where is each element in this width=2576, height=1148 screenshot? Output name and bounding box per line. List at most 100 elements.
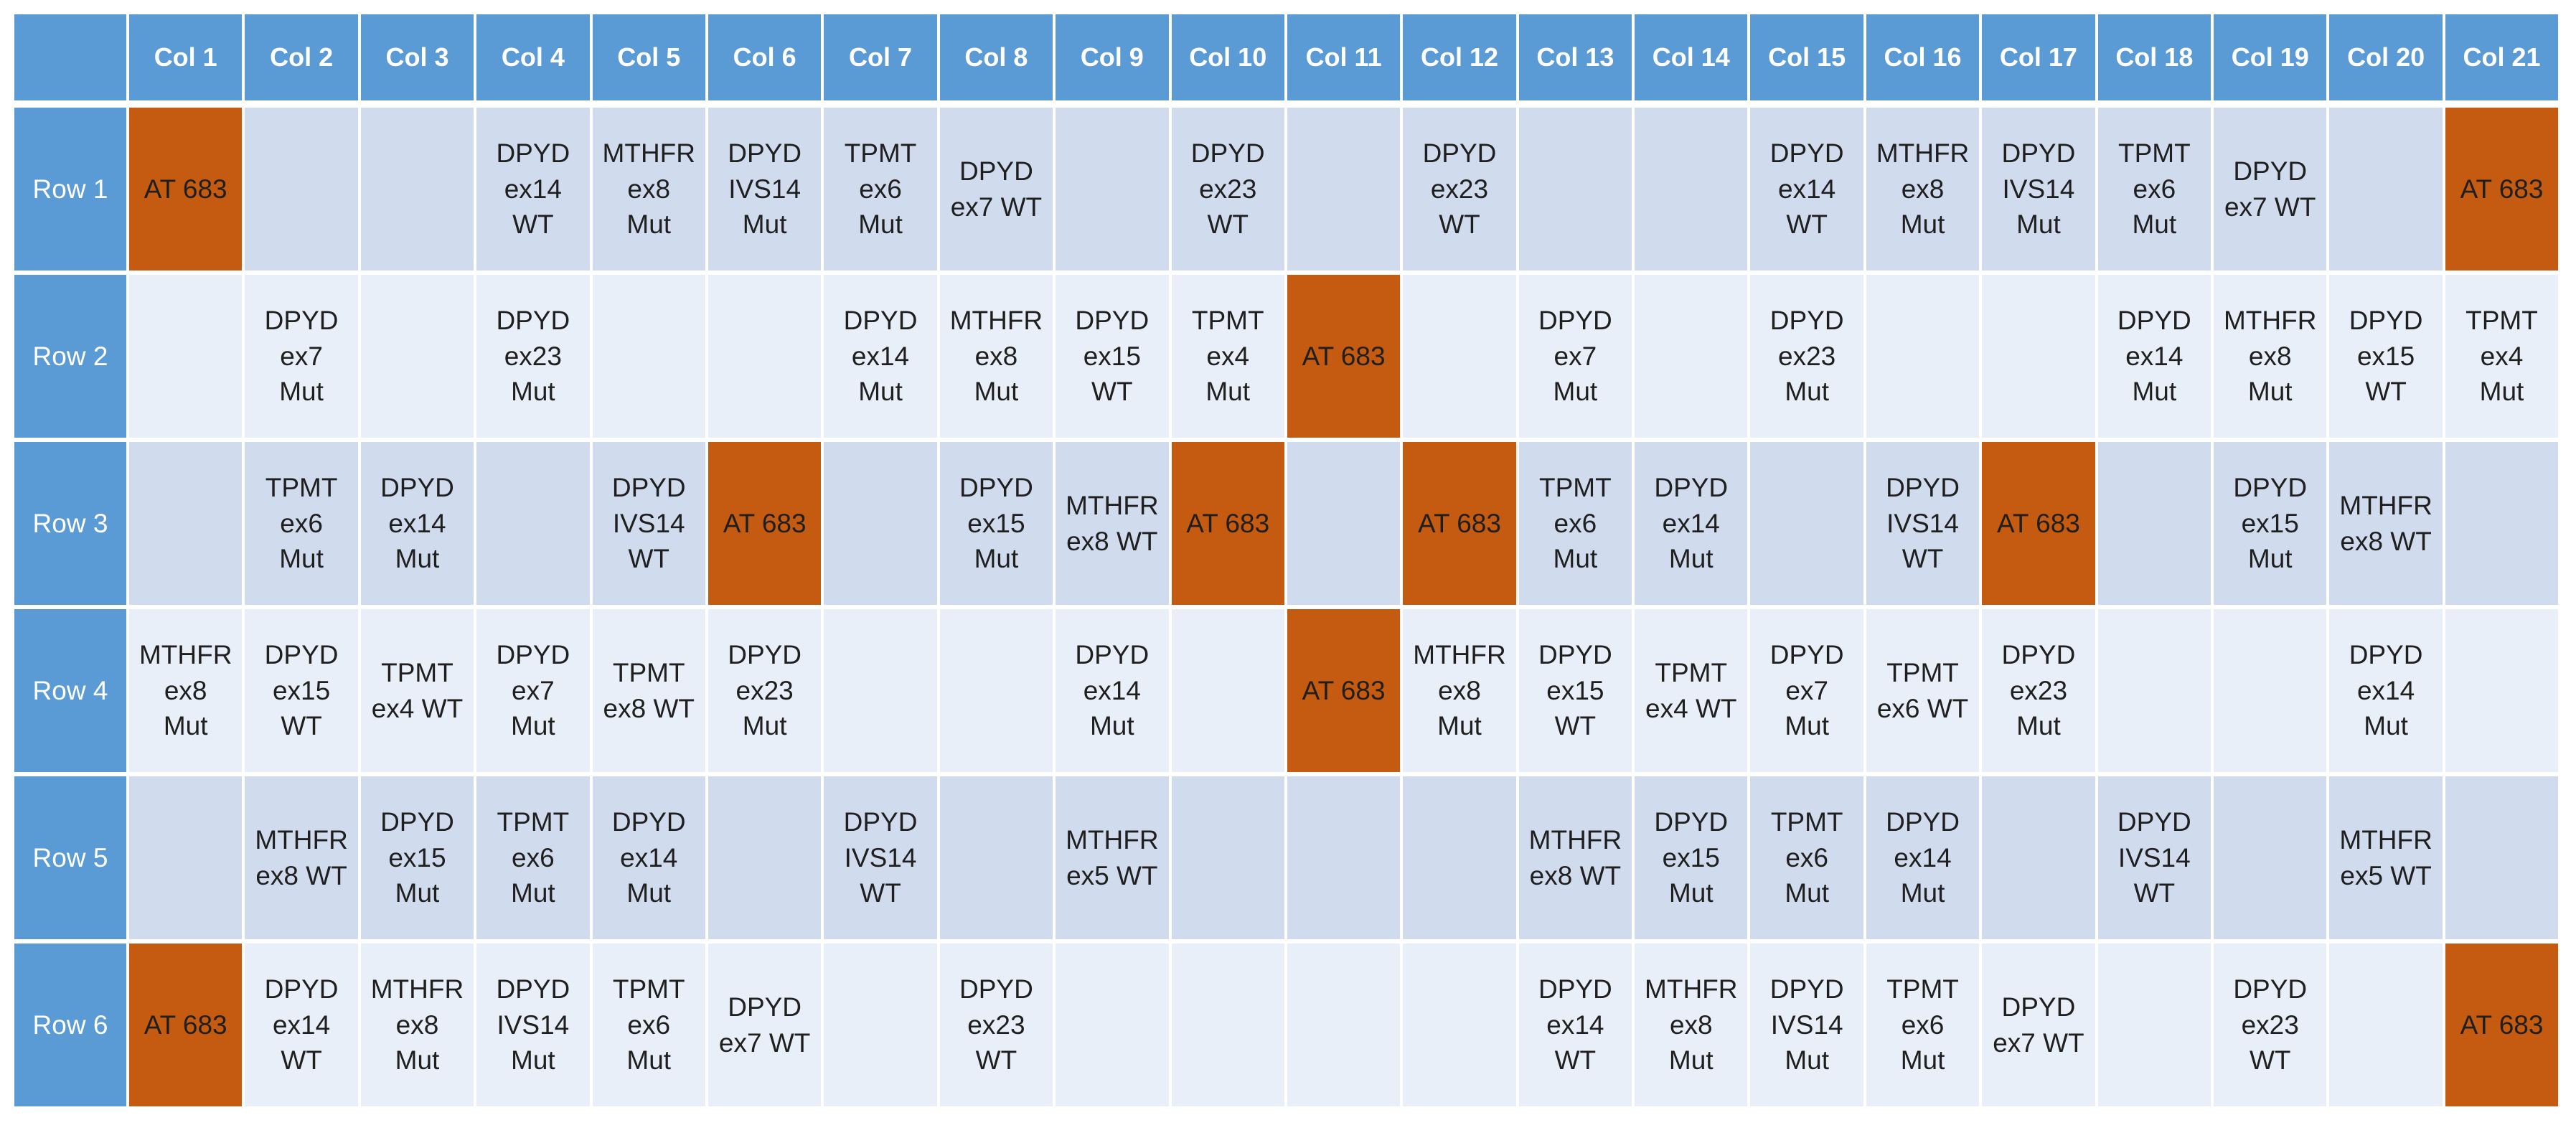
row-header: Row 3 (14, 442, 129, 609)
table-cell (824, 944, 940, 1111)
control-cell: AT 683 (1287, 609, 1404, 776)
table-cell (2445, 609, 2562, 776)
table-cell (360, 108, 477, 275)
table-cell: DPYD ex14 WT (1750, 108, 1866, 275)
column-header: Col 2 (245, 14, 361, 108)
table-cell (1287, 776, 1404, 944)
table-cell: TPMT ex4 Mut (2445, 275, 2562, 442)
column-header: Col 14 (1635, 14, 1751, 108)
table-cell: TPMT ex6 Mut (592, 944, 708, 1111)
table-cell: DPYD ex23 WT (1403, 108, 1519, 275)
table-cell: TPMT ex4 WT (360, 609, 477, 776)
table-cell (2445, 442, 2562, 609)
table-cell: DPYD ex15 WT (2329, 275, 2445, 442)
table-cell: DPYD ex14 Mut (1866, 776, 1983, 944)
column-header: Col 4 (476, 14, 593, 108)
table-cell: TPMT ex6 Mut (1518, 442, 1635, 609)
table-cell: DPYD ex15 Mut (939, 442, 1056, 609)
table-cell (708, 275, 824, 442)
column-header: Col 21 (2445, 14, 2562, 108)
table-cell: DPYD ex14 Mut (1056, 609, 1172, 776)
table-cell (2097, 442, 2214, 609)
table-cell: DPYD ex23 Mut (1750, 275, 1866, 442)
column-header: Col 8 (939, 14, 1056, 108)
table-cell (2329, 108, 2445, 275)
table-cell: MTHFR ex8 WT (1518, 776, 1635, 944)
corner-header-cell (14, 14, 129, 108)
table-cell: DPYD ex14 Mut (824, 275, 940, 442)
table-cell: TPMT ex4 WT (1635, 609, 1751, 776)
control-cell: AT 683 (2445, 944, 2562, 1111)
column-header: Col 18 (2097, 14, 2214, 108)
table-cell: DPYD ex7 Mut (1750, 609, 1866, 776)
column-header: Col 15 (1750, 14, 1866, 108)
table-cell: DPYD ex7 Mut (1518, 275, 1635, 442)
table-cell (939, 776, 1056, 944)
column-header: Col 13 (1518, 14, 1635, 108)
table-cell: TPMT ex6 Mut (476, 776, 593, 944)
table-cell (129, 442, 245, 609)
column-header: Col 5 (592, 14, 708, 108)
table-cell: DPYD ex7 WT (2214, 108, 2330, 275)
table-cell: DPYD ex15 WT (1056, 275, 1172, 442)
table-cell (1635, 275, 1751, 442)
table-cell: MTHFR ex8 Mut (1403, 609, 1519, 776)
table-cell: MTHFR ex8 Mut (129, 609, 245, 776)
table-cell: DPYD ex14 WT (245, 944, 361, 1111)
table-cell (360, 275, 477, 442)
table-cell (1403, 944, 1519, 1111)
table-cell: DPYD ex7 WT (708, 944, 824, 1111)
column-header: Col 20 (2329, 14, 2445, 108)
table-cell (2097, 609, 2214, 776)
table-cell (1750, 442, 1866, 609)
table-cell: MTHFR ex8 Mut (592, 108, 708, 275)
table-cell (2214, 776, 2330, 944)
table-cell: DPYD ex23 Mut (476, 275, 593, 442)
row-header: Row 4 (14, 609, 129, 776)
table-cell: MTHFR ex8 Mut (1866, 108, 1983, 275)
table-cell: DPYD ex14 Mut (1635, 442, 1751, 609)
table-cell (1171, 776, 1287, 944)
table-cell (824, 442, 940, 609)
table-cell: DPYD ex15 WT (1518, 609, 1635, 776)
control-cell: AT 683 (129, 944, 245, 1111)
table-cell (2329, 944, 2445, 1111)
table-cell: DPYD ex23 WT (2214, 944, 2330, 1111)
row-header: Row 1 (14, 108, 129, 275)
row-header: Row 5 (14, 776, 129, 944)
plate-layout-table: Col 1 Col 2 Col 3 Col 4 Col 5 Col 6 Col 7 Col 8… (14, 14, 2562, 1134)
table-cell: DPYD ex7 Mut (245, 275, 361, 442)
table-cell (2214, 609, 2330, 776)
table-cell: DPYD IVS14 WT (824, 776, 940, 944)
control-cell: AT 683 (708, 442, 824, 609)
table-cell (1171, 609, 1287, 776)
row-header: Row 6 (14, 944, 129, 1111)
table-cell: DPYD IVS14 Mut (476, 944, 593, 1111)
table-cell (1287, 442, 1404, 609)
table-cell: DPYD ex14 WT (476, 108, 593, 275)
table-cell: DPYD ex23 WT (939, 944, 1056, 1111)
table-cell: DPYD ex23 Mut (1982, 609, 2098, 776)
table-cell (592, 275, 708, 442)
column-header: Col 19 (2214, 14, 2330, 108)
column-header: Col 3 (360, 14, 477, 108)
table-cell (1403, 776, 1519, 944)
table-cell (1056, 108, 1172, 275)
table-cell: TPMT ex6 Mut (245, 442, 361, 609)
column-header: Col 11 (1287, 14, 1404, 108)
table-cell (245, 108, 361, 275)
column-header: Col 1 (129, 14, 245, 108)
column-header: Col 10 (1171, 14, 1287, 108)
table-cell: MTHFR ex8 Mut (360, 944, 477, 1111)
table-cell (2097, 944, 2214, 1111)
table-cell: DPYD ex15 Mut (360, 776, 477, 944)
table-cell (129, 275, 245, 442)
control-cell: AT 683 (1171, 442, 1287, 609)
table-cell: DPYD IVS14 WT (2097, 776, 2214, 944)
table-cell (1171, 944, 1287, 1111)
table-cell (824, 609, 940, 776)
table-cell: DPYD IVS14 Mut (1982, 108, 2098, 275)
table-cell: DPYD ex7 WT (1982, 944, 2098, 1111)
table-cell (1635, 108, 1751, 275)
column-header: Col 12 (1403, 14, 1519, 108)
